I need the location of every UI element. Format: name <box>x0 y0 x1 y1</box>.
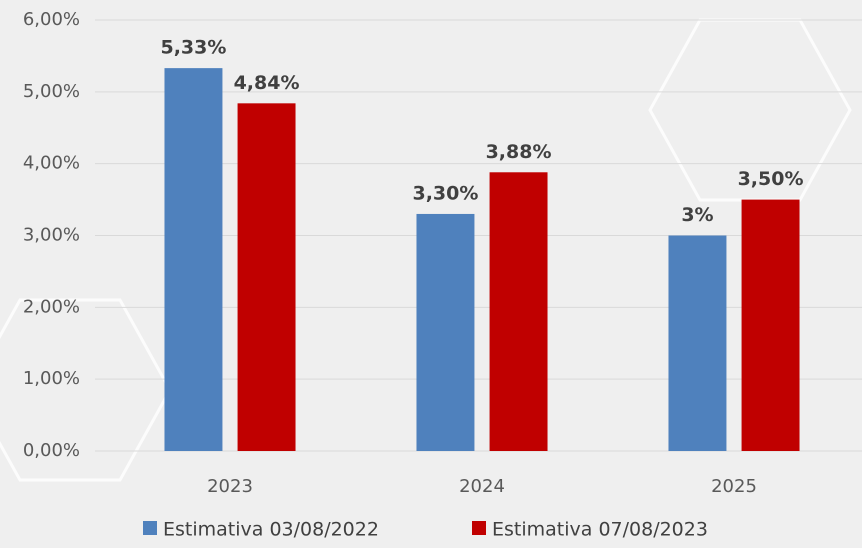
bar <box>668 235 727 451</box>
x-tick-label: 2025 <box>711 476 757 497</box>
x-tick-label: 2024 <box>459 476 505 497</box>
value-label: 3% <box>681 204 713 226</box>
legend-swatch <box>472 521 486 535</box>
value-label: 3,88% <box>486 141 552 163</box>
y-tick-label: 2,00% <box>23 296 80 317</box>
bar <box>237 103 296 452</box>
value-label: 5,33% <box>160 37 226 59</box>
legend-label: Estimativa 03/08/2022 <box>163 519 379 541</box>
value-label: 3,50% <box>738 168 804 190</box>
y-tick-label: 0,00% <box>23 440 80 461</box>
value-label: 3,30% <box>412 182 478 204</box>
x-tick-label: 2023 <box>207 476 253 497</box>
y-tick-label: 6,00% <box>23 9 80 30</box>
legend-swatch <box>143 521 157 535</box>
bar <box>489 172 548 451</box>
y-tick-label: 5,00% <box>23 81 80 102</box>
y-tick-label: 3,00% <box>23 225 80 246</box>
y-tick-label: 4,00% <box>23 153 80 174</box>
value-label: 4,84% <box>234 72 300 94</box>
bar <box>164 68 223 452</box>
legend-label: Estimativa 07/08/2023 <box>492 519 708 541</box>
decoration <box>0 298 172 482</box>
bar <box>416 213 475 451</box>
bar <box>741 199 800 451</box>
y-tick-label: 1,00% <box>23 368 80 389</box>
